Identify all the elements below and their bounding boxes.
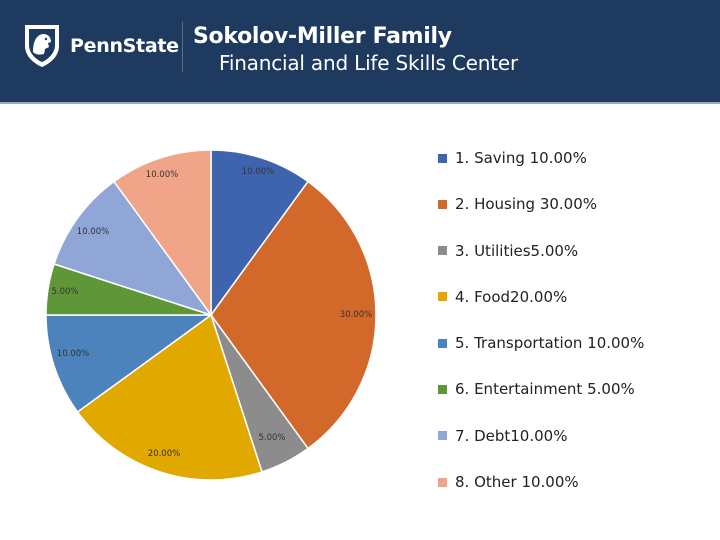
chart-legend: 1. Saving 10.00% 2. Housing 30.00% 3. Util… — [438, 146, 644, 516]
pie-slice-2[interactable] — [210, 180, 377, 450]
legend-swatch-5 — [438, 338, 447, 348]
legend-label-2: 2. Housing 30.00% — [455, 195, 598, 214]
nittany-lion-shield-icon — [25, 25, 59, 67]
data-label-3: 5.00% — [258, 433, 285, 443]
legend-label-7: 7. Debt10.00% — [455, 426, 568, 445]
page-title: Sokolov-Miller Family — [193, 24, 452, 49]
legend-label-1: 1. Saving 10.00% — [455, 149, 587, 167]
page-subtitle: Financial and Life Skills Center — [219, 51, 518, 75]
legend-swatch-4 — [438, 292, 447, 302]
data-label-4: 20.00% — [148, 449, 180, 459]
pie-slice-5[interactable] — [45, 314, 214, 414]
legend-swatch-8 — [438, 477, 447, 487]
legend-label-8: 8. Other 10.00% — [455, 473, 579, 492]
legend-item-1: 1. Saving 10.00% — [438, 146, 644, 170]
legend-item-3: 3. Utilities5.00% — [438, 239, 644, 263]
legend-label-5: 5. Transportation 10.00% — [455, 334, 645, 353]
legend-swatch-1 — [438, 153, 447, 163]
header-divider — [182, 22, 183, 72]
legend-item-2: 2. Housing 30.00% — [438, 192, 644, 216]
legend-item-5: 5. Transportation 10.00% — [438, 331, 644, 355]
legend-swatch-2 — [438, 199, 447, 209]
pie-slice-1[interactable] — [210, 149, 310, 318]
legend-label-3: 3. Utilities5.00% — [455, 241, 579, 260]
header-banner: PennState Sokolov-Miller Family Financia… — [0, 0, 720, 104]
legend-item-6: 6. Entertainment 5.00% — [438, 377, 644, 401]
legend-swatch-7 — [438, 431, 447, 441]
pie-slice-7[interactable] — [53, 180, 213, 317]
pie-chart: 10.00% 30.00% 5.00% 20.00% 10.00% 5.00% 10.00%… — [45, 149, 377, 481]
legend-label-4: 4. Food20.00% — [455, 287, 568, 306]
data-label-1: 10.00% — [242, 167, 274, 177]
pie-slice-4[interactable] — [76, 313, 263, 481]
legend-item-8: 8. Other 10.00% — [438, 470, 644, 494]
data-label-6: 5.00% — [51, 287, 78, 297]
data-label-2: 30.00% — [340, 310, 372, 320]
pie-slice-8[interactable] — [112, 149, 212, 318]
legend-label-6: 6. Entertainment 5.00% — [455, 380, 635, 399]
legend-item-7: 7. Debt10.00% — [438, 424, 644, 448]
legend-swatch-6 — [438, 384, 447, 394]
data-label-8: 10.00% — [146, 170, 178, 180]
legend-swatch-3 — [438, 246, 447, 256]
legend-item-4: 4. Food20.00% — [438, 285, 644, 309]
data-label-5: 10.00% — [57, 349, 89, 359]
pennstate-logo[interactable]: PennState — [22, 22, 182, 70]
data-label-7: 10.00% — [77, 227, 109, 237]
logo-text: PennState — [70, 35, 179, 57]
